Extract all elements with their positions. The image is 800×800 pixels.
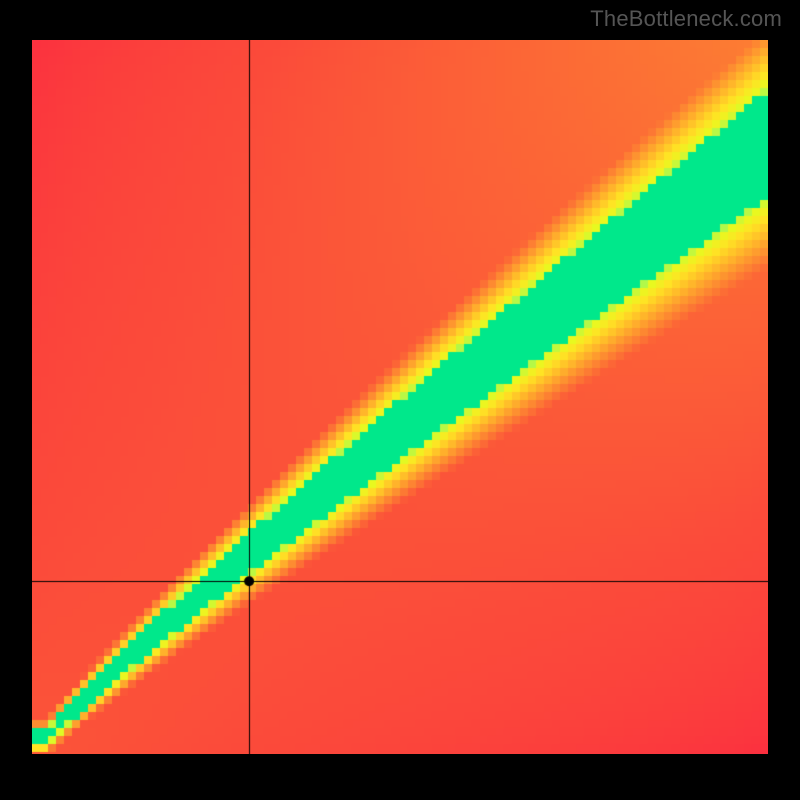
chart-container: TheBottleneck.com	[0, 0, 800, 800]
heatmap-plot	[32, 40, 768, 754]
watermark-label: TheBottleneck.com	[590, 6, 782, 32]
